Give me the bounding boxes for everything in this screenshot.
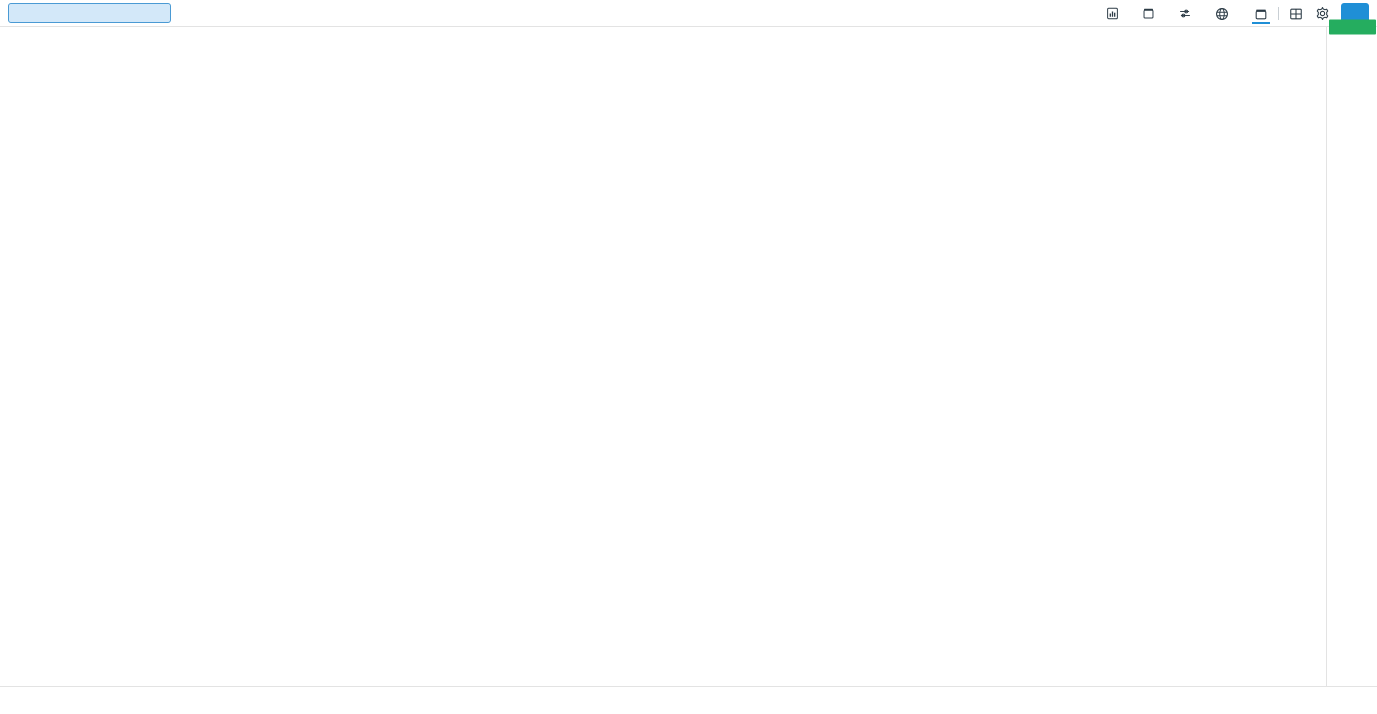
templates-icon	[1142, 7, 1155, 20]
publish-button[interactable]	[1341, 3, 1369, 24]
grid-layout-icon	[1289, 7, 1303, 21]
chart-legend	[8, 38, 44, 50]
toolbar-divider	[1278, 7, 1279, 20]
snapshot-button[interactable]	[1248, 0, 1274, 27]
camera-icon	[1254, 7, 1268, 21]
layout-grid-button[interactable]	[1283, 0, 1309, 27]
indicators-button[interactable]	[1097, 0, 1133, 27]
time-axis[interactable]	[0, 686, 1377, 714]
gear-icon	[1315, 6, 1330, 21]
price-axis[interactable]	[1326, 19, 1377, 686]
timeframe-selector[interactable]	[1083, 0, 1097, 27]
indicators-icon	[1106, 7, 1119, 20]
globe-icon	[1215, 7, 1229, 21]
candlestick-series	[0, 27, 1326, 686]
settings-button[interactable]	[1309, 0, 1335, 27]
forecast-arrow-drawing[interactable]	[0, 27, 1326, 686]
positions-icon	[1178, 7, 1192, 20]
timezone-clock[interactable]	[1206, 0, 1248, 27]
symbol-tab-gbpusd[interactable]	[8, 3, 171, 23]
toolbar-right	[1083, 0, 1377, 27]
templates-button[interactable]	[1133, 0, 1169, 27]
top-tab-bar	[0, 0, 1377, 27]
chart-plot-area[interactable]	[0, 27, 1326, 686]
positions-button[interactable]	[1169, 0, 1206, 27]
last-price-badge	[1329, 19, 1376, 35]
